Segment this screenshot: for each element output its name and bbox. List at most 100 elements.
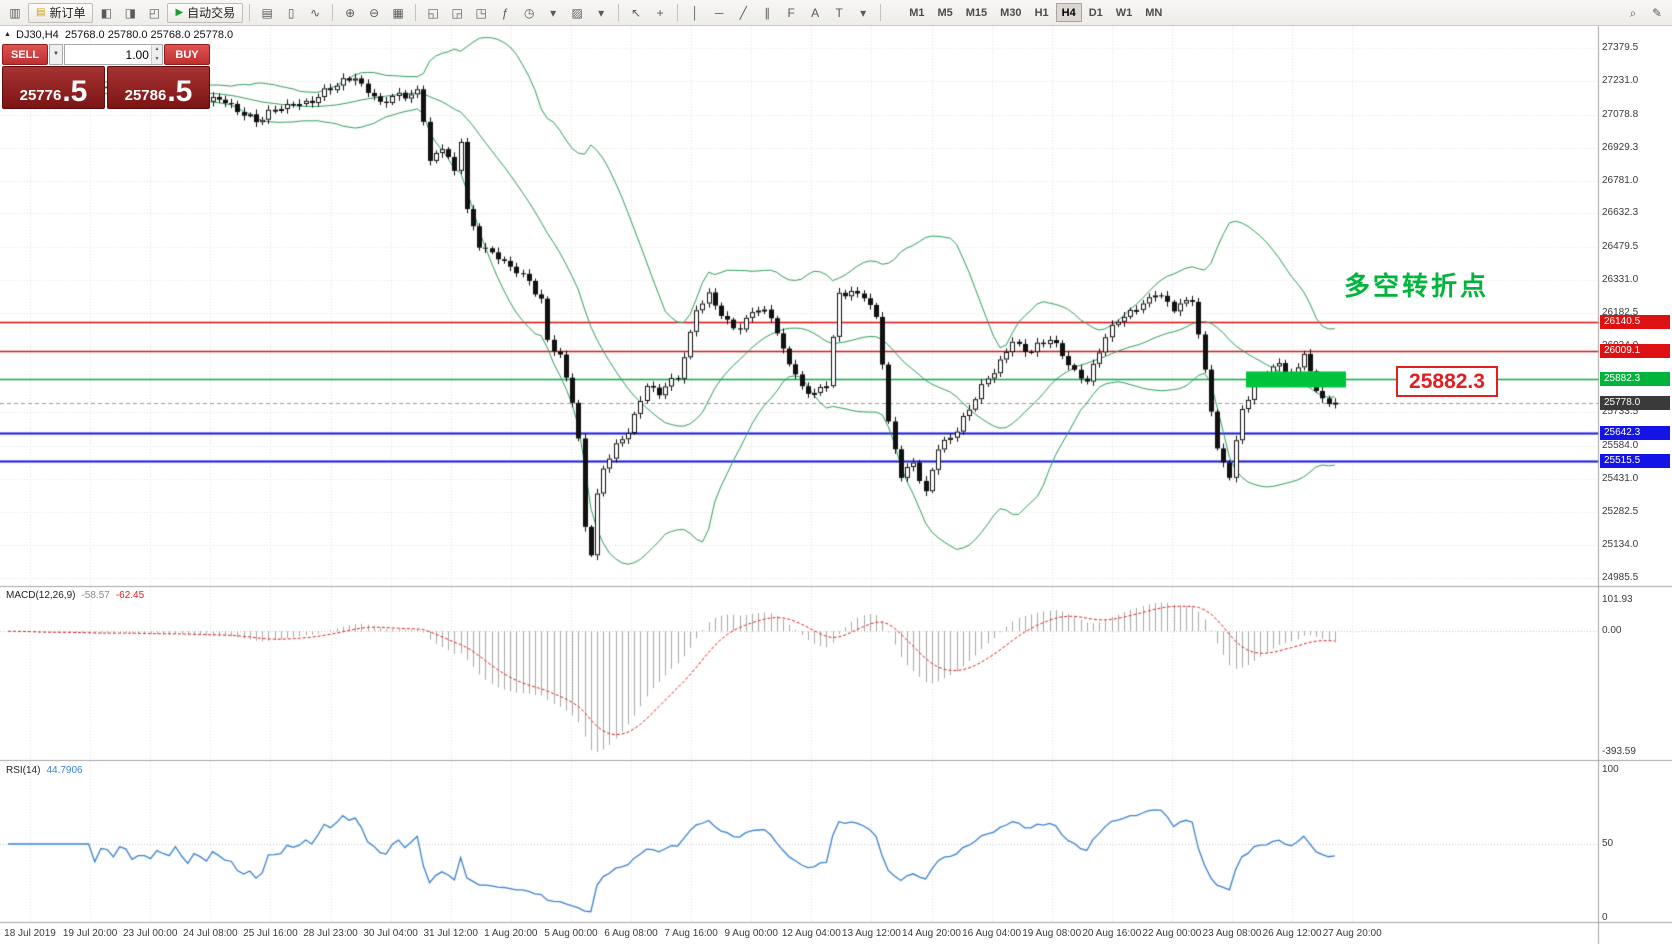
macd-indicator-label: MACD(12,26,9) — [6, 590, 76, 601]
text-icon[interactable]: A — [811, 5, 820, 20]
grid-icon[interactable]: ▦ — [392, 5, 404, 20]
time-axis-label: 9 Aug 00:00 — [724, 928, 778, 939]
price-line-tag: 25515.5 — [1600, 454, 1670, 468]
time-axis-label: 19 Jul 20:00 — [62, 928, 118, 939]
line-chart-type-icon[interactable]: ∿ — [310, 5, 321, 20]
volume-up-icon[interactable]: ▲ — [151, 45, 162, 55]
buy-price-big-digit: .5 — [167, 74, 193, 108]
time-axis-label: 22 Aug 00:00 — [1142, 928, 1202, 939]
price-callout-label[interactable]: 25882.3 — [1396, 366, 1498, 397]
time-axis-label: 16 Aug 04:00 — [962, 928, 1022, 939]
macd-axis-label: 101.93 — [1602, 594, 1633, 605]
price-axis-label: 25134.0 — [1602, 539, 1639, 551]
trendline-icon[interactable]: ╱ — [739, 5, 747, 20]
new-order-button-icon: ▤ — [36, 7, 46, 18]
time-axis-label: 28 Jul 23:00 — [303, 928, 358, 939]
sell-button[interactable]: SELL — [2, 44, 48, 65]
time-axis-label: 30 Jul 04:00 — [363, 928, 418, 939]
price-axis-label: 26182.5 — [1602, 307, 1639, 318]
chart-window-icon[interactable]: ▥ — [9, 5, 21, 20]
tile-windows-icon[interactable]: ◱ — [427, 5, 439, 20]
timeframe-W1[interactable]: W1 — [1110, 3, 1139, 22]
crosshair-icon[interactable]: + — [656, 5, 664, 20]
periods-dropdown-icon[interactable]: ▾ — [550, 5, 557, 20]
shapes-dropdown-icon[interactable]: ▾ — [860, 5, 867, 20]
rsi-axis-label: 100 — [1602, 764, 1619, 775]
zoom-in-icon[interactable]: ⊕ — [345, 5, 356, 20]
volume-box: ▲ ▼ — [64, 44, 163, 65]
volume-down-icon[interactable]: ▼ — [151, 54, 162, 64]
terminal-icon[interactable]: ◰ — [148, 5, 161, 20]
price-axis-label: 27078.8 — [1602, 108, 1639, 120]
toolbar: ▥ ▤ 新订单 ◧ ◨ ◰ ▶ 自动交易 ▤ ▯ ∿ ⊕ ⊖ ▦ ◱ ◲ ◳ ƒ ◷ ▾ ▨ ▾ ↖ + │ ─ ╱ ∥ F A T ▾ M1 M… — [0, 0, 1672, 26]
periods-clock-icon[interactable]: ◷ — [523, 5, 535, 20]
time-axis-label: 13 Aug 12:00 — [841, 928, 901, 939]
macd-signal-value: -62.45 — [115, 590, 145, 601]
time-axis-label: 24 Jul 08:00 — [183, 928, 238, 939]
timeframe-MN[interactable]: MN — [1139, 3, 1168, 22]
toolbar-separator — [249, 4, 251, 21]
time-axis-label: 20 Aug 16:00 — [1082, 928, 1142, 939]
text-label-icon[interactable]: T — [835, 5, 843, 20]
toolbar-separator — [415, 4, 417, 21]
time-axis-label: 19 Aug 08:00 — [1022, 928, 1082, 939]
price-axis-label: 25733.5 — [1602, 406, 1639, 418]
sell-price-panel[interactable]: 25776.5 — [2, 66, 105, 109]
auto-trading-button[interactable]: ▶ 自动交易 — [167, 2, 244, 23]
candlestick-type-icon[interactable]: ▯ — [287, 5, 295, 20]
auto-trading-button-label: 自动交易 — [187, 6, 236, 20]
time-axis-label: 23 Jul 00:00 — [122, 928, 178, 939]
macd-pane-header: MACD(12,26,9) -58.57 -62.45 — [6, 590, 150, 601]
time-axis-label: 27 Aug 20:00 — [1322, 928, 1382, 939]
new-chart-icon[interactable]: ◳ — [475, 5, 487, 20]
time-axis-label: 1 Aug 20:00 — [484, 928, 538, 939]
macd-axis-label: -393.59 — [1602, 746, 1636, 757]
rsi-axis-label: 50 — [1602, 838, 1614, 849]
indicators-icon[interactable]: ƒ — [501, 5, 509, 20]
price-axis-label: 25584.0 — [1602, 439, 1639, 451]
volume-input[interactable] — [65, 45, 151, 64]
cascade-windows-icon[interactable]: ◲ — [451, 5, 463, 20]
rsi-pane-header: RSI(14) 44.7906 — [6, 765, 89, 776]
time-axis-label: 12 Aug 04:00 — [781, 928, 841, 939]
timeframe-M1[interactable]: M1 — [903, 3, 930, 22]
timeframe-M30[interactable]: M30 — [994, 3, 1027, 22]
price-axis-label: 24985.5 — [1602, 572, 1639, 583]
buy-button[interactable]: BUY — [164, 44, 210, 65]
buy-price: 25786 — [124, 86, 167, 104]
market-watch-icon[interactable]: ◧ — [100, 5, 113, 20]
timeframe-M15[interactable]: M15 — [960, 3, 993, 22]
timeframe-H4[interactable]: H4 — [1055, 3, 1082, 22]
new-order-button[interactable]: ▤ 新订单 — [28, 2, 94, 23]
price-line-tag: 25882.3 — [1600, 372, 1670, 386]
time-axis-label: 31 Jul 12:00 — [423, 928, 478, 939]
order-type-dropdown[interactable]: ▼ — [49, 44, 63, 65]
one-click-collapse-icon[interactable]: ▲ — [4, 31, 11, 38]
zoom-out-icon[interactable]: ⊖ — [369, 5, 380, 20]
timeframe-group: M1 M5 M15 M30 H1 H4 D1 W1 MN — [903, 3, 1168, 22]
templates-dropdown-icon[interactable]: ▾ — [598, 5, 605, 20]
timeframe-M5[interactable]: M5 — [931, 3, 958, 22]
timeframe-H1[interactable]: H1 — [1029, 3, 1055, 22]
navigator-icon[interactable]: ◨ — [124, 5, 137, 20]
bar-chart-type-icon[interactable]: ▤ — [261, 5, 273, 20]
time-axis-label: 23 Aug 08:00 — [1202, 928, 1262, 939]
chart-annotation-text[interactable]: 多空转折点 — [1344, 271, 1490, 301]
price-line-tag: 25642.3 — [1600, 426, 1670, 440]
fibonacci-icon[interactable]: F — [787, 5, 795, 20]
cursor-icon[interactable]: ↖ — [631, 5, 642, 20]
horizontal-line-icon[interactable]: ─ — [714, 5, 724, 20]
quick-edit-icon[interactable]: ✎ — [1651, 5, 1663, 20]
templates-icon[interactable]: ▨ — [571, 5, 583, 20]
toolbar-separator — [677, 4, 679, 21]
timeframe-D1[interactable]: D1 — [1083, 3, 1109, 22]
vertical-line-icon[interactable]: │ — [691, 5, 699, 20]
equidistant-channel-icon[interactable]: ∥ — [764, 5, 771, 20]
buy-price-panel[interactable]: 25786.5 — [107, 66, 210, 109]
toolbar-separator — [880, 4, 882, 21]
search-icon[interactable]: ⌕ — [1629, 5, 1637, 20]
time-axis-label: 7 Aug 16:00 — [664, 928, 718, 939]
